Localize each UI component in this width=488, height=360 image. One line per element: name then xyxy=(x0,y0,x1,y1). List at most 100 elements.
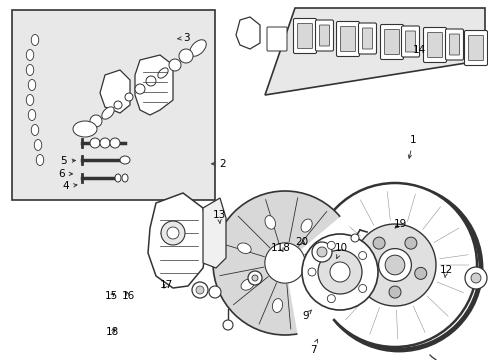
Circle shape xyxy=(196,286,203,294)
Circle shape xyxy=(307,268,315,276)
Ellipse shape xyxy=(36,154,43,166)
Ellipse shape xyxy=(102,107,114,119)
Text: 12: 12 xyxy=(438,265,452,278)
Circle shape xyxy=(470,273,480,283)
Polygon shape xyxy=(264,8,484,95)
FancyBboxPatch shape xyxy=(464,31,487,66)
Circle shape xyxy=(169,59,181,71)
Circle shape xyxy=(358,284,366,292)
Polygon shape xyxy=(203,198,225,268)
FancyBboxPatch shape xyxy=(423,27,446,63)
Circle shape xyxy=(114,101,122,109)
Ellipse shape xyxy=(34,140,41,150)
Circle shape xyxy=(316,247,326,257)
Text: 17: 17 xyxy=(159,280,173,290)
Text: 5: 5 xyxy=(60,156,75,166)
Ellipse shape xyxy=(115,174,121,182)
Ellipse shape xyxy=(158,68,168,78)
FancyBboxPatch shape xyxy=(380,24,403,59)
Ellipse shape xyxy=(122,174,128,182)
Ellipse shape xyxy=(237,243,251,253)
Circle shape xyxy=(179,49,193,63)
Circle shape xyxy=(388,286,400,298)
Circle shape xyxy=(326,241,335,249)
FancyBboxPatch shape xyxy=(445,29,463,60)
Circle shape xyxy=(404,237,416,249)
Circle shape xyxy=(167,227,179,239)
Circle shape xyxy=(208,286,221,298)
Circle shape xyxy=(302,234,377,310)
Ellipse shape xyxy=(73,121,97,137)
FancyBboxPatch shape xyxy=(384,30,399,54)
Text: 3: 3 xyxy=(177,33,190,43)
Bar xyxy=(12,10,215,200)
Text: 15: 15 xyxy=(104,291,118,301)
Ellipse shape xyxy=(272,298,282,312)
Circle shape xyxy=(110,138,120,148)
Circle shape xyxy=(317,250,361,294)
FancyBboxPatch shape xyxy=(427,32,442,58)
Circle shape xyxy=(192,282,207,298)
Text: 118: 118 xyxy=(271,243,290,253)
Circle shape xyxy=(264,243,305,283)
Text: 19: 19 xyxy=(392,219,406,229)
Text: 6: 6 xyxy=(58,169,72,179)
Ellipse shape xyxy=(189,40,206,56)
Ellipse shape xyxy=(31,35,39,45)
Circle shape xyxy=(414,267,426,279)
Ellipse shape xyxy=(31,125,39,135)
Text: 14: 14 xyxy=(412,45,426,55)
Polygon shape xyxy=(100,70,130,113)
Ellipse shape xyxy=(26,95,34,105)
FancyBboxPatch shape xyxy=(293,18,316,54)
Polygon shape xyxy=(135,55,173,115)
Circle shape xyxy=(146,76,156,86)
Circle shape xyxy=(247,271,262,285)
Text: 13: 13 xyxy=(212,210,225,223)
Circle shape xyxy=(251,275,258,281)
FancyBboxPatch shape xyxy=(405,31,415,52)
Circle shape xyxy=(161,221,184,245)
Circle shape xyxy=(223,320,232,330)
Ellipse shape xyxy=(26,64,34,76)
Text: 2: 2 xyxy=(211,159,225,169)
Text: 9: 9 xyxy=(302,310,311,321)
FancyBboxPatch shape xyxy=(315,20,333,51)
Circle shape xyxy=(213,191,356,335)
FancyBboxPatch shape xyxy=(297,23,312,49)
Wedge shape xyxy=(285,215,358,336)
Text: 1: 1 xyxy=(407,135,416,158)
Circle shape xyxy=(378,249,410,282)
Text: 10: 10 xyxy=(334,243,347,258)
FancyBboxPatch shape xyxy=(319,25,329,46)
Ellipse shape xyxy=(28,109,36,121)
Ellipse shape xyxy=(26,49,34,60)
FancyBboxPatch shape xyxy=(336,22,359,57)
Text: 7: 7 xyxy=(309,339,317,355)
Ellipse shape xyxy=(120,156,130,164)
Polygon shape xyxy=(148,193,207,288)
Circle shape xyxy=(372,237,385,249)
FancyBboxPatch shape xyxy=(358,23,376,54)
FancyBboxPatch shape xyxy=(448,34,459,55)
Ellipse shape xyxy=(241,279,254,290)
Circle shape xyxy=(464,267,486,289)
FancyBboxPatch shape xyxy=(266,27,286,51)
Circle shape xyxy=(350,234,358,242)
Ellipse shape xyxy=(301,219,311,232)
Circle shape xyxy=(90,115,102,127)
Circle shape xyxy=(329,262,349,282)
Circle shape xyxy=(125,93,133,101)
Ellipse shape xyxy=(28,80,36,90)
Text: 18: 18 xyxy=(105,327,119,337)
FancyBboxPatch shape xyxy=(401,26,419,57)
Circle shape xyxy=(385,255,404,275)
Text: 20: 20 xyxy=(295,237,308,247)
Circle shape xyxy=(311,242,331,262)
FancyBboxPatch shape xyxy=(340,27,355,51)
Circle shape xyxy=(358,252,366,260)
Circle shape xyxy=(363,267,374,279)
Ellipse shape xyxy=(264,216,275,229)
Text: 4: 4 xyxy=(62,181,77,192)
Polygon shape xyxy=(236,17,260,49)
